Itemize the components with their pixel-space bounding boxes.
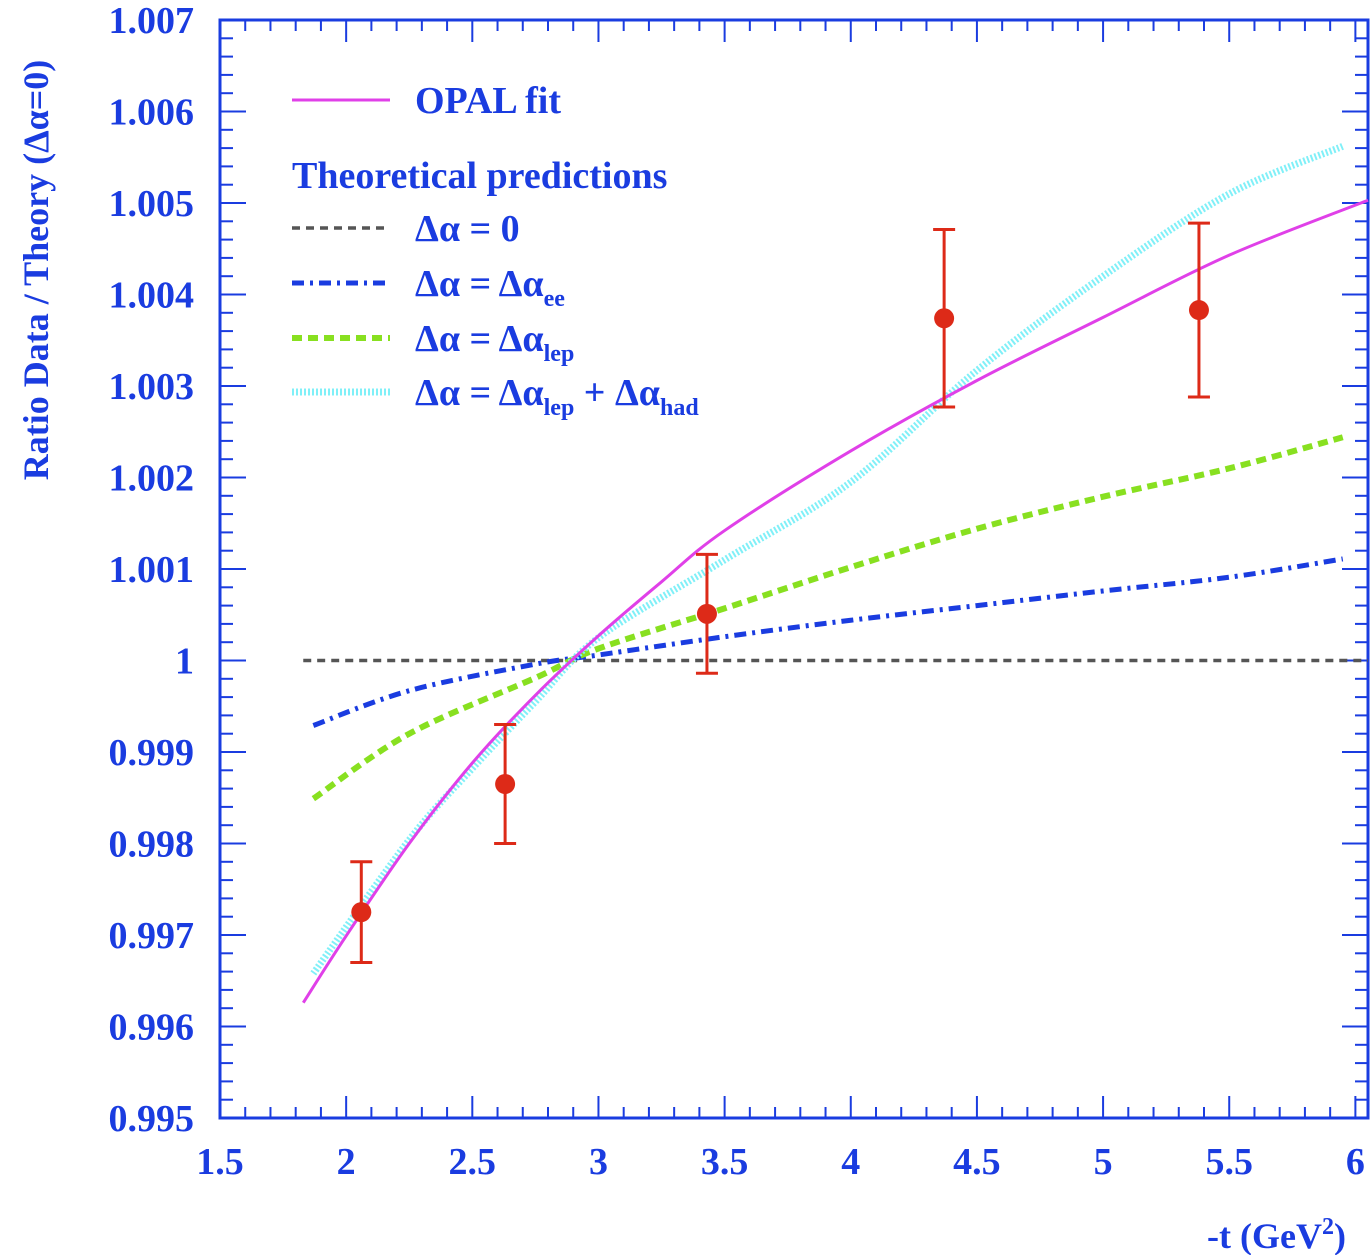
data-points xyxy=(350,221,1210,964)
y-tick-label: 1.007 xyxy=(109,0,195,42)
data-point xyxy=(695,552,718,675)
y-tick-label: 1.006 xyxy=(109,92,195,134)
data-marker xyxy=(696,603,717,624)
data-marker xyxy=(495,774,516,795)
series-layer xyxy=(301,143,1369,1004)
y-tick-label: 0.997 xyxy=(109,915,195,957)
data-point xyxy=(494,723,517,845)
axis-ticks xyxy=(219,19,1368,1119)
series-line-fit xyxy=(301,198,1369,1004)
y-axis-title: Ratio Data / Theory (Δα=0) xyxy=(16,60,56,480)
x-tick-label: 4 xyxy=(841,1141,860,1183)
data-point xyxy=(933,228,956,409)
x-axis-title: -t (GeV2) xyxy=(1207,1214,1346,1255)
data-marker xyxy=(1188,300,1209,321)
x-tick-label: 3.5 xyxy=(701,1141,749,1183)
legend-header: Theoretical predictions xyxy=(292,155,667,197)
y-tick-label: 1.004 xyxy=(109,275,195,317)
legend-label-ee: Δα = Δαee xyxy=(415,263,565,312)
y-tick-label: 1.003 xyxy=(109,366,195,408)
data-marker xyxy=(934,308,955,329)
y-tick-label: 0.998 xyxy=(109,824,195,866)
data-point xyxy=(350,860,373,964)
y-tick-label: 1.005 xyxy=(109,183,195,225)
legend-label-lep: Δα = Δαlep xyxy=(415,318,574,367)
x-tick-label: 4.5 xyxy=(953,1141,1001,1183)
x-tick-label: 5 xyxy=(1094,1141,1113,1183)
x-axis-title-main: -t (GeV xyxy=(1207,1216,1322,1255)
legend-label-had: Δα = Δαlep + Δαhad xyxy=(415,372,699,421)
x-tick-labels: 1.5 2 2.5 3 3.5 4 4.5 5 5.5 6 xyxy=(196,1141,1365,1183)
x-tick-label: 6 xyxy=(1346,1141,1365,1183)
y-tick-label: 0.995 xyxy=(109,1098,195,1140)
x-tick-label: 1.5 xyxy=(196,1141,244,1183)
y-tick-labels: 0.995 0.996 0.997 0.998 0.999 1 1.001 1.002 1.00… xyxy=(109,0,195,1140)
x-tick-label: 2 xyxy=(337,1141,356,1183)
x-tick-label: 3 xyxy=(589,1141,608,1183)
x-tick-label: 5.5 xyxy=(1205,1141,1253,1183)
x-tick-label: 2.5 xyxy=(449,1141,497,1183)
legend-label-zero: Δα = 0 xyxy=(415,208,520,250)
legend: OPAL fit Δα = 0 Δα = Δαee Δα = Δαlep Δα = Δα… xyxy=(292,80,699,421)
y-tick-label: 1.002 xyxy=(109,458,195,500)
data-point xyxy=(1187,221,1210,399)
series-line-had xyxy=(310,143,1345,976)
x-axis-title-tail: ) xyxy=(1334,1216,1346,1255)
y-tick-label: 0.996 xyxy=(109,1007,195,1049)
x-axis-title-sup: 2 xyxy=(1322,1214,1334,1240)
y-tick-label: 1.001 xyxy=(109,549,195,591)
y-tick-label: 0.999 xyxy=(109,732,195,774)
y-tick-label: 1 xyxy=(175,641,194,683)
data-marker xyxy=(351,902,372,923)
legend-label-fit: OPAL fit xyxy=(415,80,561,122)
series-line-lep xyxy=(311,434,1344,802)
series-line-ee xyxy=(312,556,1344,728)
